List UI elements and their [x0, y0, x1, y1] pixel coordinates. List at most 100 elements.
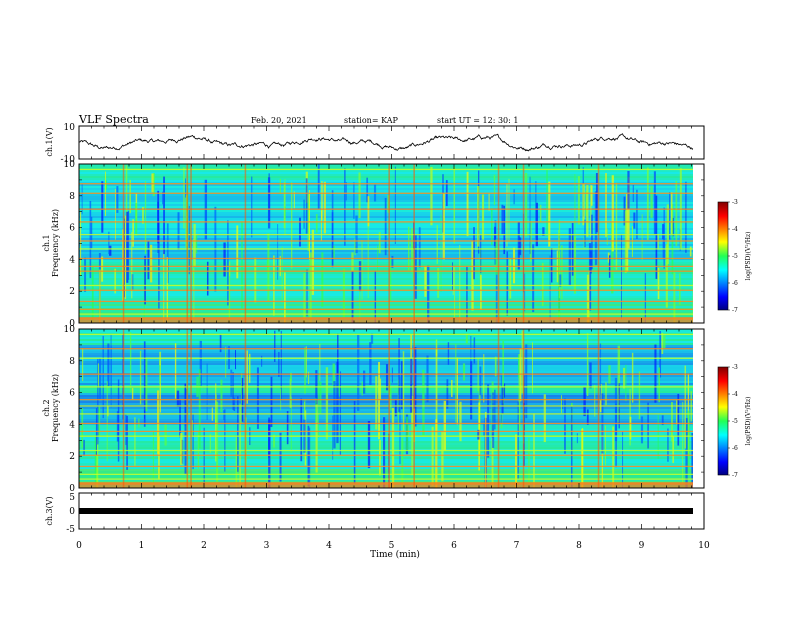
panel-ch1-waveform: 10 -10 ch.1(V) [45, 123, 705, 165]
spectrogram-streak [435, 348, 438, 431]
spectrogram-streak [459, 244, 461, 323]
spectrogram-band [79, 170, 704, 172]
spectrogram-streak [399, 376, 401, 464]
ch3-waveform-ylabel: ch.3(V) [45, 496, 54, 525]
spectrogram-streak [641, 214, 643, 261]
spectrogram-streak [116, 186, 119, 213]
spectrogram-streak [586, 185, 589, 237]
spectrogram-streak [378, 232, 381, 254]
spectrogram-streak [481, 194, 485, 240]
spectrogram-streak [267, 233, 270, 302]
spectrogram-band [79, 345, 704, 347]
spectrogram-streak [495, 239, 498, 275]
spectrogram-streak [543, 394, 546, 443]
spectrogram-burst [190, 164, 192, 323]
spectrogram-band [79, 371, 704, 373]
spectrogram-line [79, 454, 693, 456]
spectrogram-band [79, 268, 704, 270]
spectrogram-streak [279, 178, 281, 194]
spectrogram-streak [184, 178, 186, 198]
spectrogram-streak [363, 370, 366, 394]
spectrogram-streak [509, 258, 512, 299]
spectrogram-streak [321, 181, 323, 221]
spectrogram-line [79, 192, 693, 194]
spectrogram-streak [659, 330, 662, 378]
spectrogram-streak [560, 395, 562, 413]
spectrogram-streak [215, 383, 217, 462]
spectrogram-band [79, 443, 704, 445]
spectrogram-band [79, 278, 704, 280]
spectrogram-streak [518, 237, 522, 256]
spectrogram-streak [620, 234, 622, 320]
spectrogram-streak [361, 239, 363, 300]
spectrogram-streak [375, 376, 378, 430]
spectrogram-streak [379, 439, 381, 476]
spectrogram-streak [124, 215, 127, 300]
spectrogram-streak [435, 339, 438, 356]
spectrogram-band [79, 477, 704, 479]
spectrogram-streak [277, 224, 279, 280]
spectrogram-streak [650, 185, 653, 218]
spectrogram-streak [319, 381, 322, 414]
spectrogram-streak [657, 267, 660, 300]
spectrogram-band [79, 232, 704, 234]
spectrogram-streak [657, 415, 659, 459]
spectrogram-band [79, 355, 704, 357]
spectrogram-streak [333, 381, 336, 449]
spectrogram-band [79, 337, 704, 339]
spectrogram-line [79, 430, 693, 433]
spectrogram-band [79, 204, 704, 206]
spectrogram-streak [101, 256, 104, 282]
spectrogram-burst [122, 329, 125, 488]
spectrogram-streak [83, 439, 85, 456]
spectrogram-streak [383, 417, 386, 488]
spectrogram-band [79, 359, 704, 361]
spectrogram-streak [366, 177, 368, 203]
station-label: station= KAP [344, 116, 399, 125]
spectrogram-streak [398, 338, 400, 412]
spectrogram-streak [261, 355, 263, 367]
ch2-colorbar: -3 -4 -5 -6 -7 log(PSD)(V²/Hz) [717, 364, 752, 479]
spectrogram-streak [239, 404, 241, 487]
spectrogram-streak [443, 400, 446, 451]
spectrogram-streak [270, 376, 273, 428]
spectrogram-streak [687, 410, 690, 472]
panel-ch3-waveform: 5 0 -5 ch.3(V) [45, 492, 705, 535]
spectrogram-band [79, 439, 704, 441]
frequency-tick-label: 8 [69, 357, 75, 367]
spectrogram-line [79, 465, 693, 468]
spectrogram-streak [241, 221, 243, 309]
spectrogram-band [79, 182, 704, 184]
spectrogram-streak [300, 398, 303, 462]
panel-ch2-spectrogram: 0 2 4 6 8 10 ch.2 Frequency (kHz) -3 -4 -5 -6 -7 … [42, 325, 752, 494]
spectrogram-streak [223, 410, 225, 421]
spectrogram-streak [358, 172, 361, 218]
x-tick-label: 0 [76, 541, 82, 551]
spectrogram-streak [400, 361, 403, 410]
spectrogram-streak [209, 434, 211, 453]
spectrogram-streak [568, 228, 572, 286]
spectrogram-band [79, 379, 704, 381]
spectrogram-burst [244, 164, 247, 323]
spectrogram-streak [402, 351, 405, 432]
spectrogram-streak [134, 417, 136, 467]
spectrogram-streak [542, 227, 545, 236]
frequency-tick-label: 4 [69, 255, 75, 265]
spectrogram-streak [367, 420, 371, 469]
spectrogram-streak [293, 191, 295, 209]
spectrogram-streak [126, 415, 128, 470]
ch3-ytick-mid: 0 [69, 507, 75, 517]
spectrogram-streak [89, 200, 92, 279]
spectrogram-streak [317, 164, 320, 209]
spectrogram-streak [605, 382, 607, 406]
spectrogram-streak [638, 371, 641, 420]
spectrogram-line [79, 233, 693, 236]
ch2-spectrogram-ylabel: Frequency (kHz) [51, 374, 60, 442]
spectrogram-streak [427, 265, 430, 323]
spectrogram-streak [685, 181, 687, 253]
spectrogram-streak [394, 399, 397, 417]
spectrogram-streak [236, 225, 239, 279]
spectrogram-streak [599, 343, 602, 401]
spectrogram-streak [495, 269, 498, 323]
spectrogram-line [79, 208, 693, 210]
